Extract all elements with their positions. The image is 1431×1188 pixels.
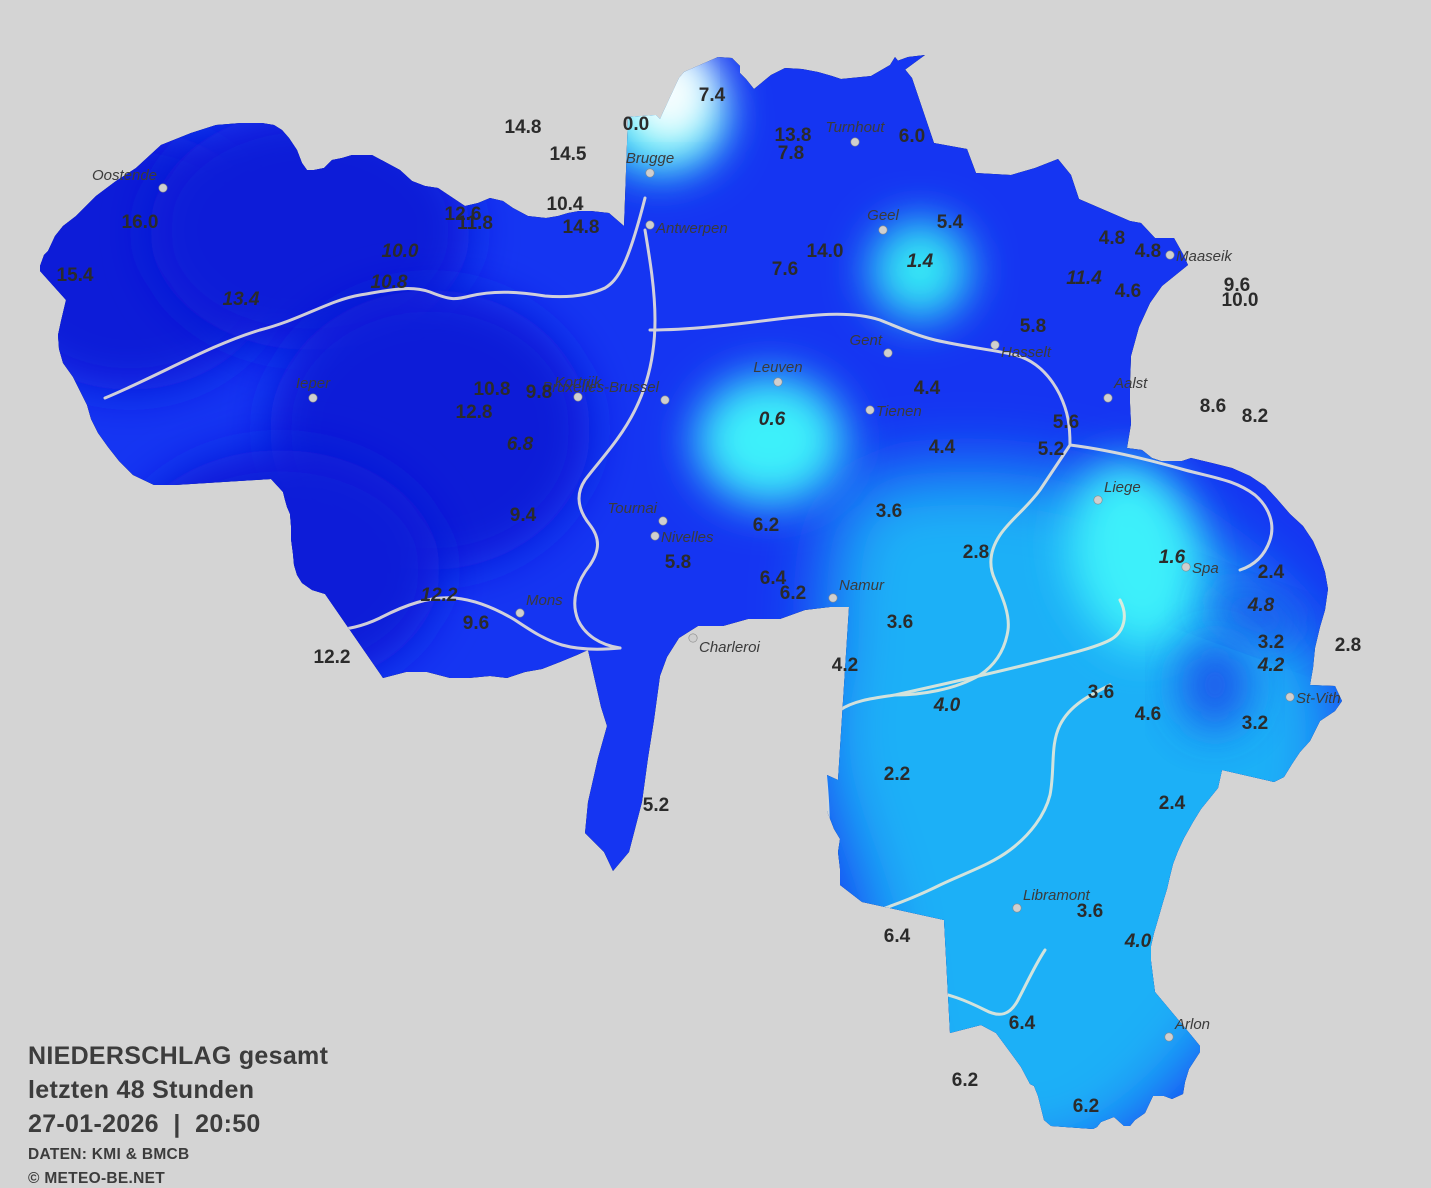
svg-text:Leuven: Leuven xyxy=(753,359,802,376)
svg-text:16.0: 16.0 xyxy=(122,212,159,233)
svg-text:13.4: 13.4 xyxy=(223,289,260,310)
svg-text:Hasselt: Hasselt xyxy=(1001,344,1052,361)
svg-text:St-Vith: St-Vith xyxy=(1296,690,1341,707)
svg-text:15.4: 15.4 xyxy=(57,265,94,286)
svg-text:3.6: 3.6 xyxy=(1088,682,1114,703)
svg-text:2.8: 2.8 xyxy=(1335,635,1361,656)
svg-text:Gent: Gent xyxy=(849,332,882,349)
svg-text:4.8: 4.8 xyxy=(1135,241,1161,262)
svg-text:6.2: 6.2 xyxy=(952,1070,978,1091)
svg-text:4.6: 4.6 xyxy=(1115,281,1141,302)
svg-text:NIEDERSCHLAG gesamt: NIEDERSCHLAG gesamt xyxy=(28,1042,329,1070)
svg-text:12.8: 12.8 xyxy=(456,402,493,423)
svg-text:11.4: 11.4 xyxy=(1066,268,1102,289)
svg-text:2.4: 2.4 xyxy=(1159,793,1186,814)
svg-text:8.2: 8.2 xyxy=(1242,406,1268,427)
svg-text:Charleroi: Charleroi xyxy=(699,639,761,656)
svg-text:7.4: 7.4 xyxy=(699,85,726,106)
svg-text:Maaseik: Maaseik xyxy=(1176,248,1233,265)
svg-text:6.2: 6.2 xyxy=(780,583,806,604)
svg-text:9.8: 9.8 xyxy=(526,382,552,403)
svg-text:Turnhout: Turnhout xyxy=(826,119,886,136)
svg-text:5.6: 5.6 xyxy=(1053,412,1079,433)
svg-text:6.8: 6.8 xyxy=(507,434,534,455)
svg-text:Ieper: Ieper xyxy=(296,375,331,392)
svg-text:© METEO-BE.NET: © METEO-BE.NET xyxy=(28,1170,165,1187)
svg-text:4.8: 4.8 xyxy=(1099,228,1125,249)
svg-text:7.6: 7.6 xyxy=(772,259,798,280)
svg-text:4.4: 4.4 xyxy=(929,437,956,458)
svg-text:14.8: 14.8 xyxy=(563,217,600,238)
svg-text:27-01-2026 | 20:50: 27-01-2026 | 20:50 xyxy=(28,1110,261,1138)
svg-text:9.4: 9.4 xyxy=(510,505,537,526)
svg-text:5.4: 5.4 xyxy=(937,212,964,233)
svg-text:Geel: Geel xyxy=(867,207,899,224)
svg-text:2.8: 2.8 xyxy=(963,542,989,563)
svg-text:5.8: 5.8 xyxy=(1020,316,1046,337)
svg-text:10.4: 10.4 xyxy=(547,194,584,215)
svg-text:3.6: 3.6 xyxy=(876,501,902,522)
svg-text:letzten 48 Stunden: letzten 48 Stunden xyxy=(28,1076,254,1104)
svg-text:Nivelles: Nivelles xyxy=(661,529,714,546)
svg-text:DATEN: KMI & BMCB: DATEN: KMI & BMCB xyxy=(28,1146,190,1163)
svg-text:4.2: 4.2 xyxy=(832,655,858,676)
svg-text:11.8: 11.8 xyxy=(457,213,493,234)
svg-text:10.8: 10.8 xyxy=(371,272,408,293)
svg-text:5.8: 5.8 xyxy=(665,552,691,573)
svg-text:2.4: 2.4 xyxy=(1258,562,1285,583)
svg-text:4.0: 4.0 xyxy=(1124,931,1152,952)
svg-text:8.6: 8.6 xyxy=(1200,396,1226,417)
svg-text:6.0: 6.0 xyxy=(899,126,925,147)
svg-text:1.6: 1.6 xyxy=(1159,547,1186,568)
svg-text:Oostende: Oostende xyxy=(92,167,157,184)
svg-text:3.2: 3.2 xyxy=(1258,632,1284,653)
svg-text:4.0: 4.0 xyxy=(933,695,961,716)
svg-text:5.2: 5.2 xyxy=(1038,439,1064,460)
svg-text:6.2: 6.2 xyxy=(753,515,779,536)
svg-text:0.6: 0.6 xyxy=(759,409,786,430)
svg-text:14.5: 14.5 xyxy=(550,144,587,165)
svg-text:Brugge: Brugge xyxy=(626,150,674,167)
svg-text:4.6: 4.6 xyxy=(1135,704,1161,725)
svg-text:Tournai: Tournai xyxy=(608,500,658,517)
svg-text:Namur: Namur xyxy=(839,577,885,594)
svg-text:Arlon: Arlon xyxy=(1174,1016,1210,1033)
svg-text:0.0: 0.0 xyxy=(623,114,649,135)
svg-text:10.8: 10.8 xyxy=(474,379,511,400)
svg-text:12.2: 12.2 xyxy=(421,585,458,606)
svg-text:2.2: 2.2 xyxy=(884,764,910,785)
svg-text:Aalst: Aalst xyxy=(1113,375,1148,392)
svg-text:Bruxelles-Brussel: Bruxelles-Brussel xyxy=(542,379,659,396)
svg-text:Antwerpen: Antwerpen xyxy=(655,220,728,237)
svg-text:Spa: Spa xyxy=(1192,560,1219,577)
svg-text:Mons: Mons xyxy=(526,592,563,609)
svg-text:Liege: Liege xyxy=(1104,479,1141,496)
svg-text:5.2: 5.2 xyxy=(643,795,669,816)
svg-text:4.4: 4.4 xyxy=(914,378,941,399)
svg-text:3.6: 3.6 xyxy=(1077,901,1103,922)
svg-text:14.8: 14.8 xyxy=(505,117,542,138)
svg-text:Tienen: Tienen xyxy=(876,403,922,420)
svg-text:4.8: 4.8 xyxy=(1247,595,1275,616)
svg-text:3.2: 3.2 xyxy=(1242,713,1268,734)
svg-text:10.0: 10.0 xyxy=(1222,290,1259,311)
svg-text:9.6: 9.6 xyxy=(463,613,489,634)
svg-text:14.0: 14.0 xyxy=(807,241,844,262)
svg-text:4.2: 4.2 xyxy=(1257,655,1285,676)
svg-text:3.6: 3.6 xyxy=(887,612,913,633)
svg-text:7.8: 7.8 xyxy=(778,143,804,164)
svg-text:6.2: 6.2 xyxy=(1073,1096,1099,1117)
svg-text:1.4: 1.4 xyxy=(907,251,934,272)
svg-text:12.2: 12.2 xyxy=(314,647,351,668)
svg-text:10.0: 10.0 xyxy=(382,241,419,262)
svg-text:6.4: 6.4 xyxy=(884,926,911,947)
svg-text:6.4: 6.4 xyxy=(1009,1013,1036,1034)
